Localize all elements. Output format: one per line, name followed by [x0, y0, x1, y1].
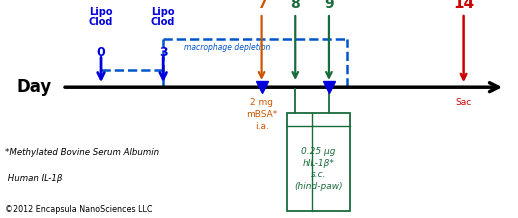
- Text: Sac: Sac: [455, 98, 472, 107]
- Bar: [287, 113, 350, 211]
- Text: Human IL-1β: Human IL-1β: [5, 174, 63, 183]
- Text: Lipo
Clod: Lipo Clod: [89, 7, 113, 27]
- Text: macrophage depletion: macrophage depletion: [184, 43, 270, 52]
- Text: *Methylated Bovine Serum Albumin: *Methylated Bovine Serum Albumin: [5, 148, 160, 157]
- Text: 14: 14: [453, 0, 474, 11]
- Text: 0: 0: [97, 46, 105, 59]
- Text: Lipo
Clod: Lipo Clod: [151, 7, 176, 27]
- Text: 7: 7: [257, 0, 266, 11]
- Text: Day: Day: [16, 78, 51, 96]
- Text: ©2012 Encapsula NanoSciences LLC: ©2012 Encapsula NanoSciences LLC: [5, 205, 153, 214]
- Text: 2 mg
mBSA*
i.a.: 2 mg mBSA* i.a.: [246, 98, 277, 131]
- Text: 8: 8: [291, 0, 300, 11]
- Text: 9: 9: [324, 0, 334, 11]
- Text: 0.25 µg
hIL-1β*
s.c.
(hind-paw): 0.25 µg hIL-1β* s.c. (hind-paw): [294, 147, 343, 191]
- Text: 3: 3: [159, 46, 167, 59]
